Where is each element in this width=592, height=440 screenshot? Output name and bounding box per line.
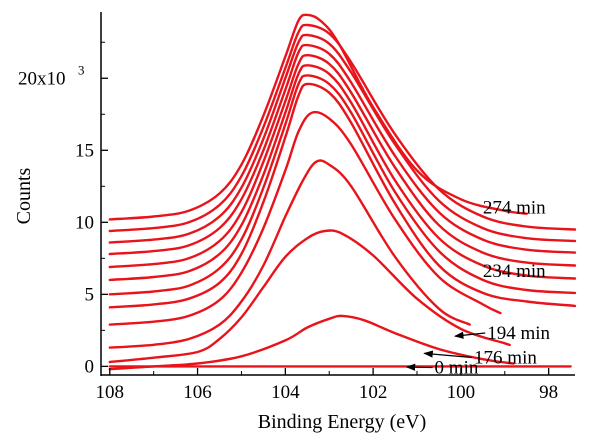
annotation-label: 176 min	[474, 347, 537, 368]
x-tick-label: 102	[359, 382, 388, 403]
y-tick-label-top: 20x10	[18, 68, 66, 89]
series-layer	[110, 15, 575, 369]
y-tick-label: 15	[75, 140, 94, 161]
series-line-12	[110, 15, 527, 220]
series-line-4	[110, 112, 501, 325]
y-tick-label: 0	[85, 356, 95, 377]
x-tick-label: 108	[96, 382, 125, 403]
y-tick-label-exponent: 3	[78, 62, 85, 77]
annotation-label: 194 min	[487, 323, 550, 344]
x-axis-title: Binding Energy (eV)	[258, 411, 427, 433]
x-tick-label: 106	[183, 382, 212, 403]
annotation-label: 0 min	[435, 358, 479, 379]
x-tick-label: 104	[271, 382, 300, 403]
x-tick-label: 100	[447, 382, 476, 403]
y-tick-label: 10	[75, 212, 94, 233]
x-tick-label: 98	[539, 382, 558, 403]
y-tick-label: 5	[85, 284, 95, 305]
annotation-label: 234 min	[483, 261, 546, 282]
y-axis-title: Counts	[13, 167, 35, 224]
annotation-label: 274 min	[483, 198, 546, 219]
